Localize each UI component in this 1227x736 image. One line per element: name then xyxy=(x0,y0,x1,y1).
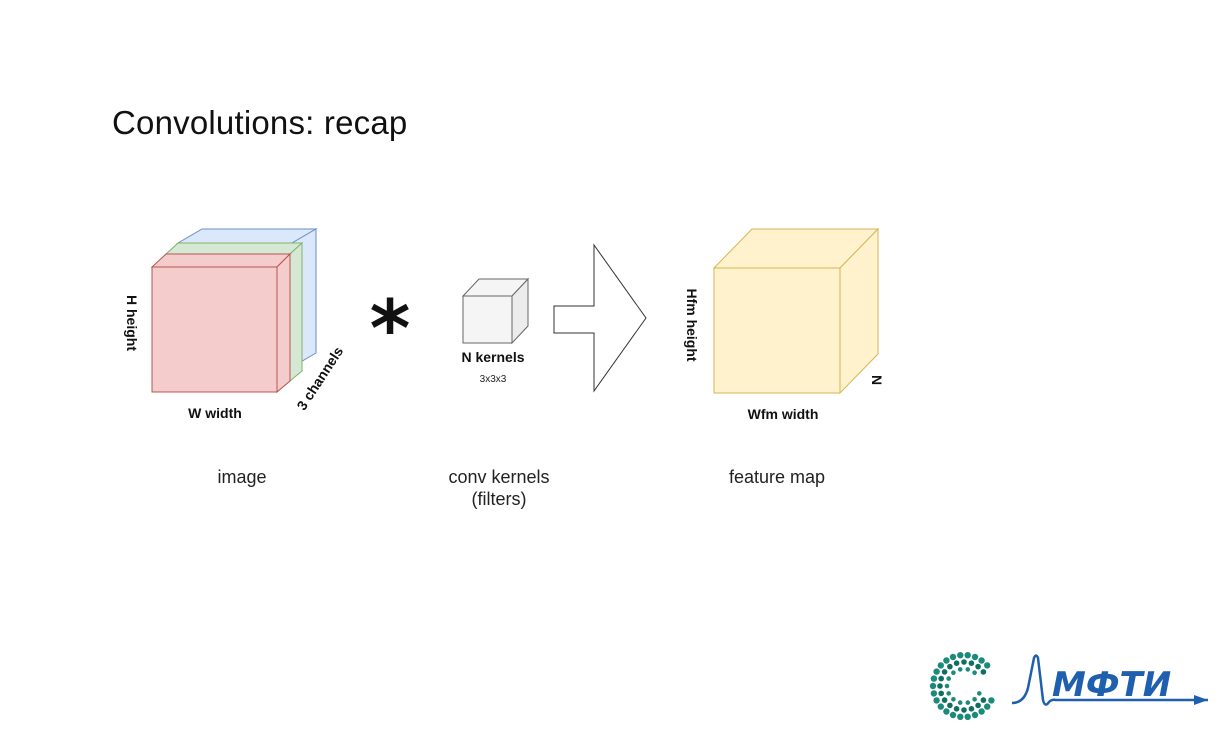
feature-depth-label: N xyxy=(869,375,885,385)
feature-map-cube xyxy=(712,227,880,395)
logo-dot xyxy=(930,675,938,682)
logo-dot xyxy=(965,700,971,705)
kernels-caption-line1: conv kernels xyxy=(448,467,550,487)
logo-dot xyxy=(943,708,950,715)
logo-dot xyxy=(978,657,985,664)
logo-signal-line xyxy=(1011,654,1208,706)
kernels-label: N kernels xyxy=(461,349,524,365)
logo-dot xyxy=(951,697,956,702)
logo-dot xyxy=(957,667,963,672)
logo-text: МФТИ xyxy=(1052,665,1171,705)
logo-dot xyxy=(947,663,953,670)
logo-dot xyxy=(971,653,979,661)
logo-dot xyxy=(964,713,971,720)
logo-dot xyxy=(951,670,956,675)
logo-dot xyxy=(975,702,981,709)
logo-dot xyxy=(984,662,991,669)
feature-width-label: Wfm width xyxy=(748,406,819,422)
logo-dot xyxy=(957,713,964,720)
logo-dot xyxy=(980,697,987,703)
logo-dot xyxy=(988,697,995,704)
image-caption: image xyxy=(217,467,267,487)
convolution-operator: * xyxy=(370,285,411,375)
logo-dot xyxy=(933,668,940,675)
logo-dot xyxy=(933,697,940,704)
logo-dot xyxy=(941,669,948,675)
logo-dot xyxy=(978,708,985,715)
logo-dot xyxy=(943,657,950,664)
feature-map-caption: feature map xyxy=(728,467,826,487)
logo-dot xyxy=(944,683,950,689)
logo-dot xyxy=(937,703,944,710)
result-arrow xyxy=(553,243,647,393)
logo-dot xyxy=(957,700,963,705)
logo-dot xyxy=(938,675,944,682)
logo-dot xyxy=(957,652,964,659)
logo-dot xyxy=(949,653,957,661)
feature-height-label: Hfm height xyxy=(684,288,700,361)
logo-dot xyxy=(930,690,938,697)
logo-dot xyxy=(964,652,971,659)
logo-dot xyxy=(947,702,953,709)
logo-dot xyxy=(941,697,948,703)
logo-dot xyxy=(968,706,975,712)
kernels-caption: conv kernels (filters) xyxy=(420,466,578,510)
image-width-label: W width xyxy=(188,405,242,421)
logo-dot xyxy=(971,711,979,719)
logo-dot xyxy=(949,711,957,719)
image-height-label: H height xyxy=(124,295,140,351)
slide-title: Convolutions: recap xyxy=(112,104,408,141)
logo-dot xyxy=(937,683,943,689)
image-channel-red xyxy=(150,252,292,394)
logo-dot xyxy=(968,660,975,666)
mipt-logo: МФТИ xyxy=(928,650,1213,731)
logo-dot xyxy=(929,682,937,690)
logo-dot xyxy=(961,707,967,713)
logo-dot xyxy=(984,703,991,710)
kernels-caption-line2: (filters) xyxy=(471,489,527,509)
logo-dot xyxy=(965,667,971,672)
logo-dot xyxy=(946,676,951,681)
logo-dot xyxy=(980,669,987,675)
kernel-size-label: 3x3x3 xyxy=(480,374,507,385)
logo-dot xyxy=(938,690,944,697)
logo-dot xyxy=(977,691,982,696)
logo-dot xyxy=(953,660,960,666)
logo-dot xyxy=(946,691,951,696)
kernel-cube xyxy=(461,277,530,345)
logo-dot xyxy=(937,662,944,669)
logo-dot xyxy=(975,663,981,670)
logo-dot xyxy=(953,706,960,712)
logo-dot-ring-icon xyxy=(929,652,995,720)
logo-dot xyxy=(961,659,967,665)
logo-dot xyxy=(972,697,977,702)
logo-dot xyxy=(972,670,977,675)
